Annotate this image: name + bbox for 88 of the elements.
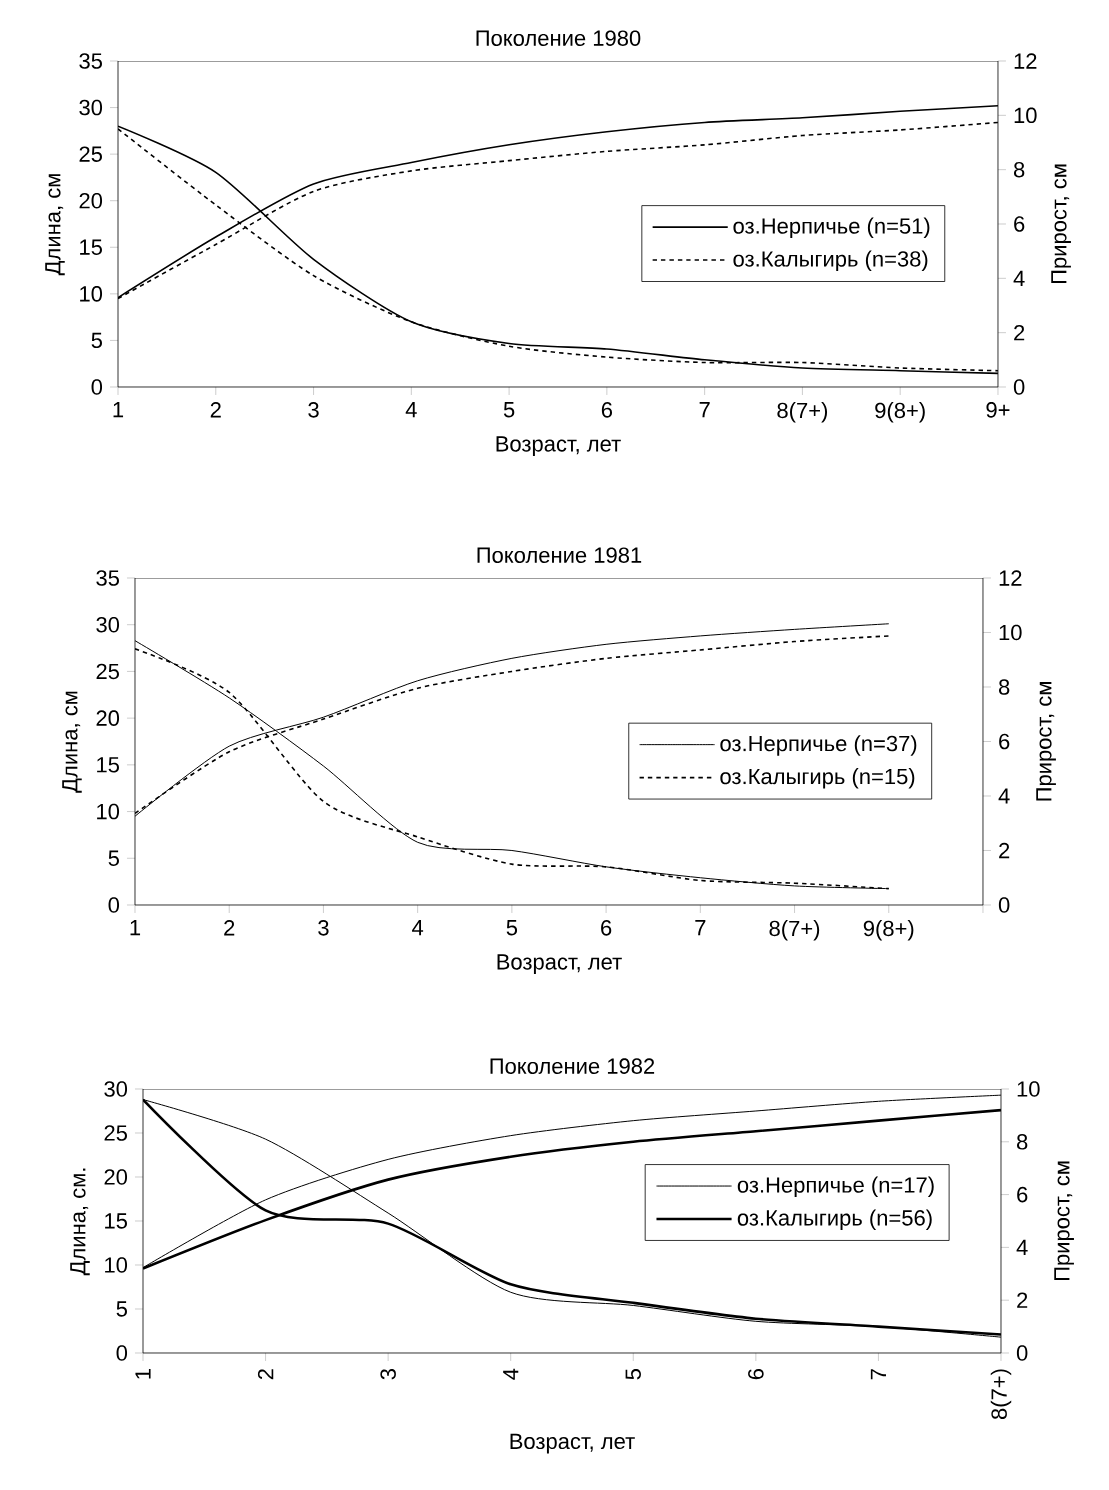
legend-label: оз.Нерпичье (n=37) [720,735,917,756]
chart-title: Поколение 1982 [490,1058,655,1074]
y2-tick-label: 10 [1014,107,1037,124]
x-tick-label: 3 [308,402,319,418]
x-tick-label: 7 [699,402,710,418]
y2-axis-title: Прирост, см [1036,682,1056,801]
x-tick-label: 8(7+) [777,402,828,423]
y2-tick-label: 6 [999,733,1010,750]
y-axis-title: Длина, см. [70,1168,90,1276]
legend-label: оз.Нерпичье (n=51) [733,217,930,239]
y-tick-label: 5 [116,1301,127,1317]
x-tick-label: 6 [601,402,613,418]
y2-tick-label: 6 [1014,216,1025,232]
y2-tick-label: 12 [1014,53,1037,69]
x-tick-label: 9+ [986,402,1010,418]
y2-tick-label: 4 [998,788,1010,804]
x-tick-label: 2 [210,402,221,418]
x-tick-label: 3 [318,920,329,936]
y2-tick-label: 4 [1016,1239,1028,1255]
x-tick-label: 7 [870,1369,886,1380]
chart-title: Поколение 1981 [477,547,642,563]
y-tick-label: 20 [104,1169,128,1185]
y-tick-label: 0 [116,1345,128,1361]
y-tick-label: 15 [97,757,119,773]
y-tick-label: 10 [105,1257,128,1273]
x-tick-label: 2 [257,1369,274,1380]
y-tick-label: 0 [91,379,103,395]
x-tick-label: 5 [503,402,515,418]
y2-tick-label: 10 [999,624,1022,641]
x-tick-label: 5 [625,1368,641,1380]
x-tick-label: 4 [412,920,424,936]
x-tick-label: 1 [135,1369,151,1379]
y2-tick-label: 0 [998,897,1010,913]
x-tick-label: 8(7+) [990,1369,1012,1420]
y-tick-label: 20 [79,192,103,209]
legend-label: оз.Нерпичье (n=17) [737,1176,934,1198]
y-tick-label: 30 [104,1081,128,1097]
y-axis-title: Длина, см [62,691,82,793]
y-axis-title: Длина, см [45,174,65,276]
y2-tick-label: 12 [999,570,1022,586]
y2-tick-label: 4 [1013,270,1025,286]
legend-label: оз.Калыгирь (n=38) [733,250,928,272]
y-tick-label: 30 [79,99,103,116]
legend-label: оз.Калыгирь (n=56) [737,1209,932,1230]
y-tick-label: 35 [79,53,102,69]
x-tick-label: 6 [748,1369,764,1380]
y-tick-label: 5 [108,850,119,866]
y-tick-label: 35 [96,570,119,586]
x-tick-label: 9(8+) [863,920,914,941]
x-tick-label: 6 [601,920,612,936]
y-tick-label: 10 [97,803,120,820]
y2-tick-label: 0 [1013,379,1025,395]
x-axis-title: Возраст, лет [510,1433,635,1454]
y2-tick-label: 10 [1017,1081,1040,1097]
y2-tick-label: 2 [1014,325,1025,341]
y-tick-label: 25 [104,1125,127,1141]
y-tick-label: 25 [79,146,102,162]
y-tick-label: 15 [105,1213,127,1229]
x-tick-label: 5 [506,920,518,936]
y2-axis-title: Прирост, см [1051,164,1071,284]
y-tick-label: 30 [96,616,120,633]
x-tick-label: 1 [130,920,141,936]
y-tick-label: 20 [96,710,120,726]
x-axis-title: Возраст, лет [496,436,621,456]
x-tick-label: 7 [695,920,706,936]
y-tick-label: 5 [91,332,102,349]
y-tick-label: 25 [96,663,119,680]
x-tick-label: 4 [503,1368,519,1380]
chart-title: Поколение 1980 [476,30,641,46]
x-tick-label: 3 [380,1369,396,1380]
x-tick-label: 2 [224,920,235,936]
y2-tick-label: 6 [1017,1186,1028,1203]
y2-tick-label: 2 [999,842,1010,859]
y2-tick-label: 0 [1016,1345,1028,1361]
y-tick-label: 15 [80,239,102,255]
y2-axis-title: Прирост, см [1054,1161,1074,1281]
x-tick-label: 1 [113,402,124,418]
y2-tick-label: 8 [998,679,1010,695]
y-tick-label: 10 [80,286,103,302]
y2-tick-label: 2 [1017,1292,1028,1308]
legend-label: оз.Калыгирь (n=15) [720,768,915,789]
y2-tick-label: 8 [1013,161,1025,178]
y-tick-label: 0 [108,897,120,913]
x-tick-label: 9(8+) [875,402,925,423]
x-tick-label: 4 [405,402,417,418]
x-tick-label: 8(7+) [769,920,820,941]
y2-tick-label: 8 [1017,1134,1028,1150]
x-axis-title: Возраст, лет [497,954,622,974]
